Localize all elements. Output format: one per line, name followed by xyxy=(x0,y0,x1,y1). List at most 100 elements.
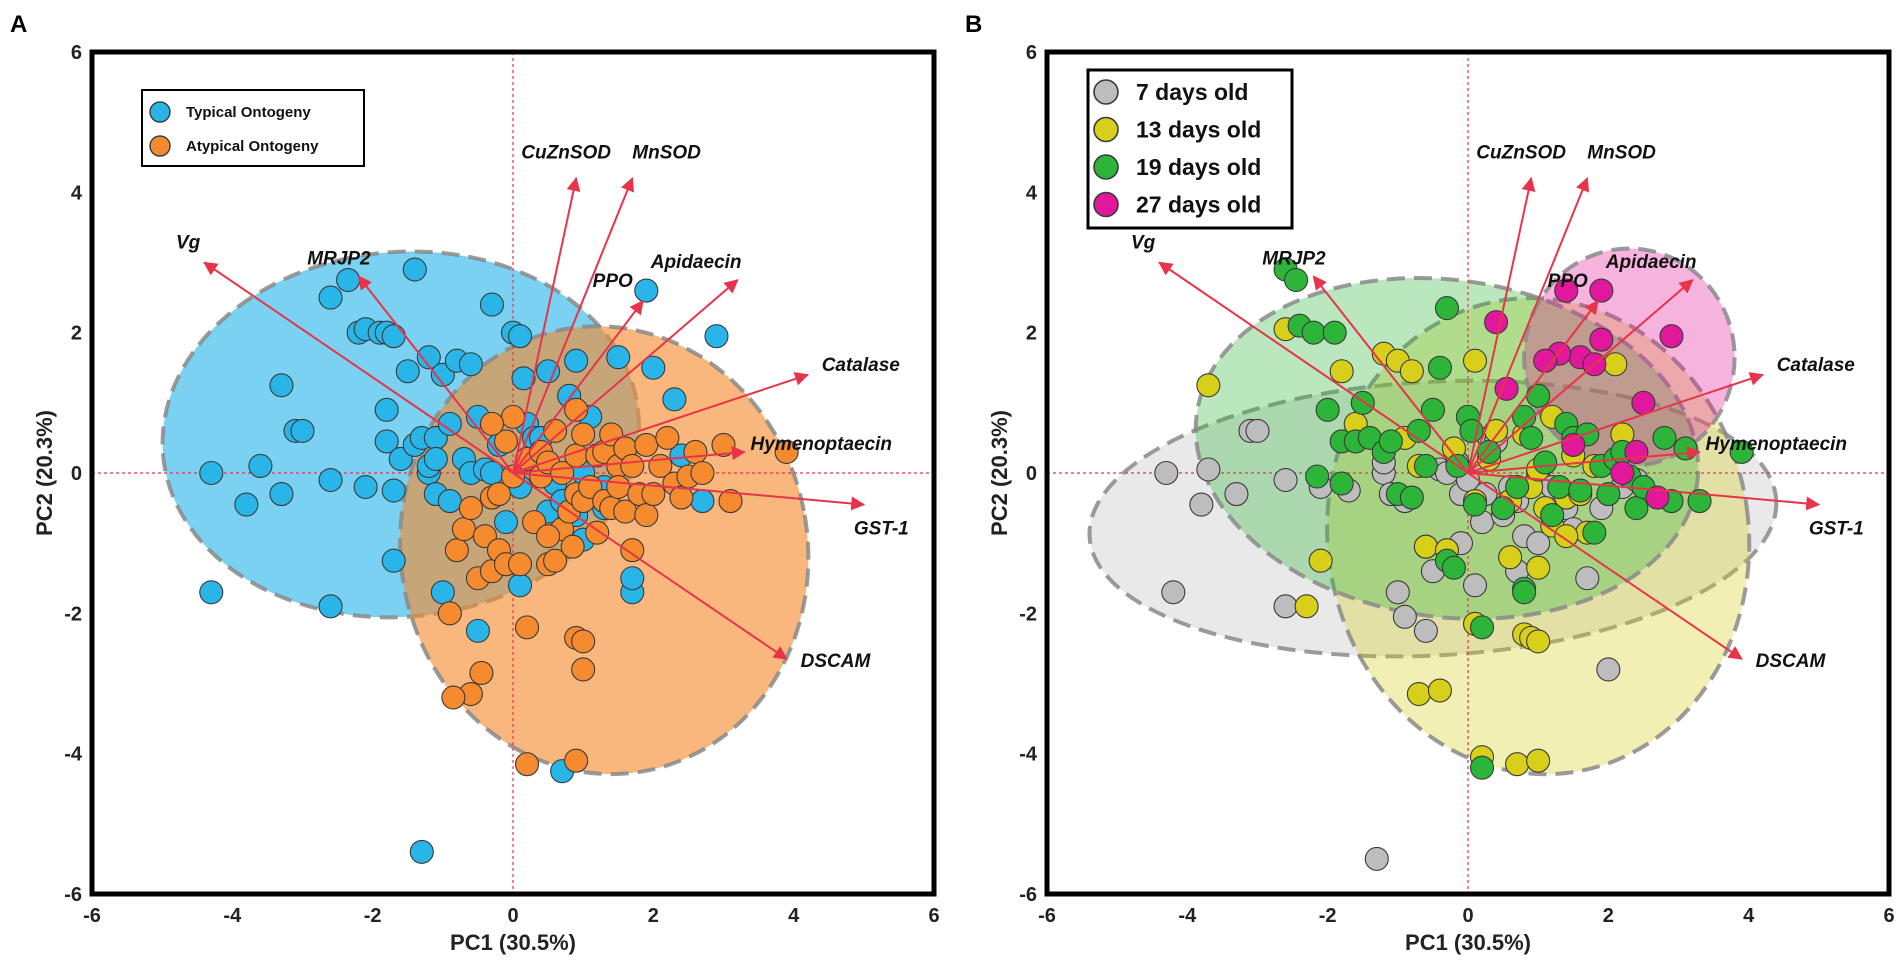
panel-a-point-atypical-ontogeny xyxy=(641,481,666,507)
panel-b-point-13-days-old xyxy=(1196,373,1221,398)
panel-b-x-axis-label: PC1 (30.5%) xyxy=(1405,930,1531,955)
panel-a-point-typical-ontogeny xyxy=(374,397,399,422)
panel-a-point-atypical-ontogeny xyxy=(444,538,469,563)
panel-b-point-13-days-old xyxy=(1554,524,1579,549)
panel-b-point-7-days-old xyxy=(1273,594,1298,619)
panel-b-y-axis-label: PC2 (20.3%) xyxy=(987,410,1012,536)
panel-b-y-tick-label: 2 xyxy=(1026,323,1037,345)
panel-b-x-tick-label: -4 xyxy=(1178,905,1197,927)
panel-a-point-typical-ontogeny xyxy=(381,478,406,503)
panel-a-point-atypical-ontogeny xyxy=(718,489,743,514)
panel-b-y-tick-label: 4 xyxy=(1026,182,1038,204)
panel-b-loading-arrow-ppo xyxy=(1467,299,1599,474)
panel-a-point-atypical-ontogeny xyxy=(560,534,585,559)
panel-b-letter: B xyxy=(965,11,982,38)
panel-b-legend-marker-13-days-old xyxy=(1093,116,1119,143)
panel-b-point-7-days-old xyxy=(1385,580,1410,605)
panel-b-point-7-days-old xyxy=(1392,604,1417,629)
panel-a-legend-marker-typical-ontogeny xyxy=(149,101,171,123)
panel-a-point-atypical-ontogeny xyxy=(437,601,462,626)
panel-b-point-13-days-old xyxy=(1526,748,1551,773)
panel-a-y-tick-label: 0 xyxy=(71,463,82,485)
panel-b-x-tick-label: 6 xyxy=(1883,905,1894,927)
panel-a-loading-label-ppo: PPO xyxy=(593,271,633,292)
panel-a-point-atypical-ontogeny xyxy=(441,685,466,710)
panel-a-loading-arrow-cuznsod xyxy=(512,176,581,474)
panel-b-ticks: -6 -4 -2 0 2 4 6 6 4 2 0 -2 -4 -6 xyxy=(1019,42,1894,927)
panel-a-point-typical-ontogeny xyxy=(269,373,294,398)
panel-a-point-typical-ontogeny xyxy=(402,257,427,282)
panel-a-loading-label-apidaecin: Apidaecin xyxy=(650,252,742,273)
panel-a-loading-label-mrjp2: MRJP2 xyxy=(307,249,371,270)
panel-b-loading-label-gst-1: GST-1 xyxy=(1809,519,1864,540)
panel-b-x-tick-label: 0 xyxy=(1462,905,1473,927)
panel-b-point-13-days-old xyxy=(1603,352,1628,377)
panel-a-y-tick-label: 4 xyxy=(71,182,83,204)
panel-b-legend-box xyxy=(1086,68,1294,230)
panel-b-point-19-days-old xyxy=(1505,474,1530,500)
panel-a-x-tick-label: -4 xyxy=(223,905,242,927)
panel-a-loading-arrow-ppo xyxy=(512,299,644,474)
panel-a-ticks: -6 -4 -2 0 2 4 6 6 4 2 0 -2 -4 -6 xyxy=(64,42,939,927)
panel-a-point-typical-ontogeny xyxy=(318,285,343,310)
panel-a-point-typical-ontogeny xyxy=(290,418,315,443)
panel-a-loading-label-cuznsod: CuZnSOD xyxy=(521,142,611,163)
panel-a-loading-label-mnsod: MnSOD xyxy=(632,142,701,163)
panel-b-point-19-days-old xyxy=(1305,464,1330,489)
panel-a-point-atypical-ontogeny xyxy=(507,552,533,577)
panel-b-point-27-days-old xyxy=(1645,485,1670,510)
panel-a-point-typical-ontogeny xyxy=(318,467,343,493)
panel-a-point-typical-ontogeny xyxy=(437,489,462,514)
panel-b-point-19-days-old xyxy=(1427,355,1452,380)
panel-a-point-typical-ontogeny xyxy=(353,474,378,500)
panel-a-x-tick-label: 6 xyxy=(928,905,939,927)
panel-b-point-13-days-old xyxy=(1329,359,1354,384)
panel-b-point-27-days-old xyxy=(1659,324,1684,349)
panel-a-point-typical-ontogeny xyxy=(507,324,533,349)
panel-a-x-axis-label: PC1 (30.5%) xyxy=(450,930,576,955)
panel-a-point-typical-ontogeny xyxy=(381,324,406,349)
panel-a-point-typical-ontogeny xyxy=(234,492,259,517)
panel-a-x-tick-label: 2 xyxy=(648,905,659,927)
panel-a-point-atypical-ontogeny xyxy=(486,481,512,507)
panel-a-x-tick-label: -2 xyxy=(364,905,382,927)
panel-a-point-atypical-ontogeny xyxy=(451,517,476,542)
panel-a-point-atypical-ontogeny xyxy=(774,439,799,465)
panel-a-point-typical-ontogeny xyxy=(704,324,729,349)
panel-a: A Vg MRJP2 CuZnSOD MnSOD Apidaecin PPO Catalas… xyxy=(10,11,940,955)
panel-a-y-tick-label: -6 xyxy=(64,884,82,906)
panel-b-point-13-days-old xyxy=(1308,548,1333,573)
panel-a-points xyxy=(199,257,799,864)
panel-b-legend: 7 days old 13 days old 19 days old 27 days … xyxy=(1086,68,1294,230)
panel-a-x-tick-label: -6 xyxy=(83,905,101,927)
panel-a-legend: Typical Ontogeny Atypical Ontogeny xyxy=(141,89,365,167)
panel-b-loading-arrow-vg xyxy=(1158,261,1469,474)
panel-a-point-typical-ontogeny xyxy=(199,460,224,486)
panel-b-loading-label-mrjp2: MRJP2 xyxy=(1262,249,1326,270)
panel-b-point-27-days-old xyxy=(1624,439,1649,465)
panel-b-point-27-days-old xyxy=(1484,310,1509,335)
panel-b-point-19-days-old xyxy=(1469,755,1495,780)
panel-a-point-typical-ontogeny xyxy=(374,429,399,454)
panel-a-point-typical-ontogeny xyxy=(269,481,294,507)
panel-b-point-19-days-old xyxy=(1547,474,1572,500)
panel-b-point-19-days-old xyxy=(1413,453,1438,479)
panel-a-loading-arrow-mrjp2 xyxy=(357,275,514,474)
panel-b-point-13-days-old xyxy=(1413,534,1438,559)
panel-b-point-19-days-old xyxy=(1519,425,1544,450)
panel-b-loading-arrow-mnsod xyxy=(1467,177,1590,474)
panel-b-loading-arrows xyxy=(1158,176,1821,660)
panel-a-frame xyxy=(89,49,937,897)
panel-b-point-19-days-old xyxy=(1284,267,1309,293)
panel-b-point-19-days-old xyxy=(1526,383,1551,408)
panel-b-loading-arrow-mrjp2 xyxy=(1312,275,1469,474)
panel-a-point-atypical-ontogeny xyxy=(655,425,680,450)
panel-a-loading-label-vg: Vg xyxy=(176,233,201,254)
panel-a-point-atypical-ontogeny xyxy=(564,748,589,773)
panel-b: B Vg MRJP2 CuZnSOD MnSOD Apidaecin PPO Catalas… xyxy=(965,11,1895,955)
panel-a-point-typical-ontogeny xyxy=(430,580,455,605)
panel-a-point-atypical-ontogeny xyxy=(493,429,519,454)
panel-a-legend-label-atypical-ontogeny: Atypical Ontogeny xyxy=(186,138,319,155)
panel-b-point-19-days-old xyxy=(1315,397,1340,422)
